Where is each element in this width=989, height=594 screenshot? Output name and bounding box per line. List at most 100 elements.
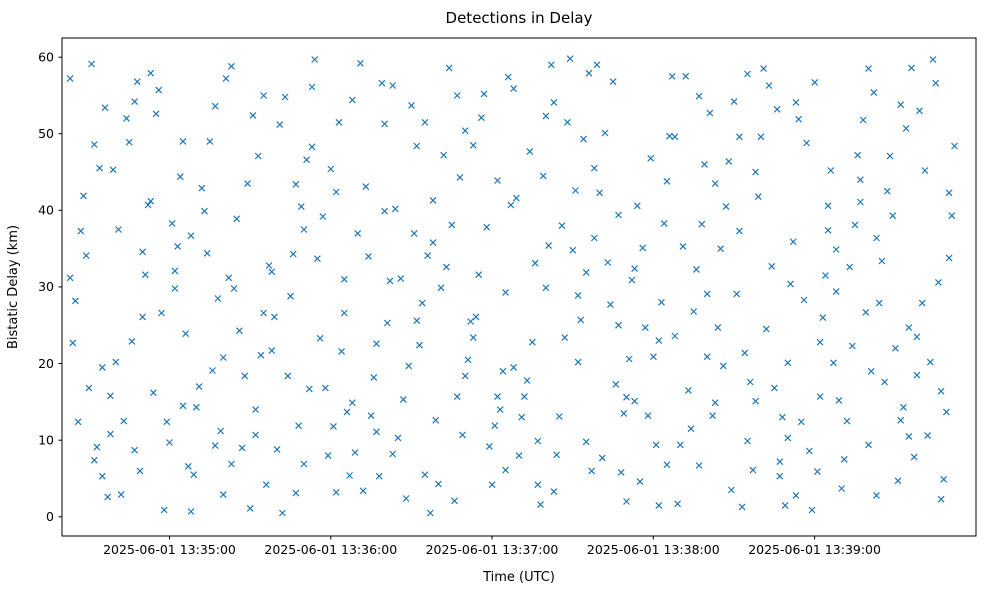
scatter-point-marker <box>225 274 233 282</box>
scatter-point-marker <box>840 455 848 463</box>
scatter-point-marker <box>163 418 171 426</box>
scatter-point-marker <box>402 495 410 502</box>
scatter-point-marker <box>300 460 308 468</box>
scatter-point-marker <box>252 431 260 439</box>
scatter-point-marker <box>93 443 101 451</box>
scatter-point-marker <box>144 201 152 209</box>
scatter-point-marker <box>558 222 566 230</box>
scatter-point-marker <box>480 90 488 98</box>
scatter-point-marker <box>566 55 574 63</box>
scatter-point-marker <box>528 338 536 346</box>
scatter-point-marker <box>889 212 897 220</box>
scatter-point-marker <box>910 453 918 461</box>
scatter-point-marker <box>582 438 590 446</box>
scatter-point-marker <box>730 98 738 106</box>
scatter-point-marker <box>636 478 644 486</box>
scatter-point-marker <box>843 417 851 425</box>
scatter-point-marker <box>617 468 625 476</box>
scatter-point-marker <box>951 142 958 150</box>
scatter-point-marker <box>574 358 582 366</box>
scatter-point-marker <box>375 472 383 480</box>
scatter-point-marker <box>792 98 800 106</box>
scatter-point-marker <box>913 371 921 379</box>
scatter-point-marker <box>838 485 846 492</box>
scatter-point-marker <box>682 72 690 80</box>
scatter-point-marker <box>555 413 563 420</box>
scatter-point-marker <box>701 160 708 168</box>
scatter-point-marker <box>278 509 286 517</box>
scatter-point-marker <box>574 291 582 299</box>
scatter-point-marker <box>805 447 813 455</box>
scatter-point-marker <box>440 151 448 159</box>
scatter-point-marker <box>106 430 114 438</box>
y-tick-label: 40 <box>38 203 54 218</box>
scatter-point-marker <box>666 132 673 140</box>
scatter-point-marker <box>69 339 77 347</box>
scatter-point-marker <box>518 413 526 421</box>
scatter-point-marker <box>542 112 550 120</box>
scatter-point-marker <box>246 504 254 512</box>
scatter-point-marker <box>106 392 114 400</box>
scatter-point-marker <box>865 65 872 73</box>
scatter-point-marker <box>598 454 606 462</box>
scatter-point-marker <box>676 441 684 449</box>
scatter-point-marker <box>351 449 359 456</box>
scatter-point-marker <box>744 437 751 445</box>
scatter-point-marker <box>542 284 550 292</box>
scatter-point-marker <box>590 164 598 172</box>
scatter-point-marker <box>773 105 781 113</box>
scatter-point-marker <box>485 442 493 450</box>
scatter-point-marker <box>727 486 735 494</box>
scatter-point-marker <box>510 363 518 371</box>
scatter-point-marker <box>408 101 415 109</box>
scatter-point-marker <box>744 70 751 78</box>
scatter-point-marker <box>902 124 910 132</box>
scatter-point-marker <box>875 299 883 307</box>
scatter-point-marker <box>644 412 652 420</box>
scatter-point-marker <box>475 271 483 279</box>
scatter-point-marker <box>851 221 859 229</box>
scatter-point-marker <box>284 372 292 380</box>
scatter-point-marker <box>300 226 308 233</box>
scatter-point-marker <box>905 324 913 332</box>
scatter-point-marker <box>98 363 106 371</box>
scatter-point-marker <box>365 252 372 260</box>
scatter-point-marker <box>206 137 214 145</box>
scatter-point-marker <box>171 285 179 292</box>
scatter-point-marker <box>886 152 894 160</box>
scatter-point-marker <box>461 127 469 135</box>
scatter-point-marker <box>244 180 251 188</box>
scatter-point-marker <box>692 265 700 273</box>
scatter-point-marker <box>792 491 800 499</box>
scatter-point-marker <box>856 198 864 206</box>
y-tick-label: 60 <box>38 50 54 65</box>
scatter-point-marker <box>324 452 332 460</box>
scatter-point-marker <box>932 79 940 87</box>
scatter-point-marker <box>534 437 542 445</box>
scatter-point-marker <box>679 242 687 250</box>
scatter-point-marker <box>461 372 469 380</box>
x-axis-label: Time (UTC) <box>482 570 555 585</box>
scatter-point-marker <box>671 133 679 141</box>
scatter-point-marker <box>784 359 792 367</box>
scatter-point-marker <box>582 268 590 276</box>
scatter-point-marker <box>945 254 953 262</box>
scatter-point-marker <box>348 96 356 104</box>
scatter-point-marker <box>585 69 593 77</box>
scatter-point-marker <box>149 389 157 397</box>
scatter-point-marker <box>381 120 389 128</box>
scatter-point-marker <box>502 288 510 296</box>
scatter-point-marker <box>179 402 187 410</box>
scatter-point-marker <box>394 434 402 442</box>
scatter-point-marker <box>367 412 375 420</box>
scatter-point-marker <box>830 359 837 367</box>
scatter-point-marker <box>588 467 596 475</box>
scatter-point-marker <box>448 221 456 229</box>
x-tick-marks <box>169 536 816 540</box>
scatter-point-marker <box>690 308 698 315</box>
scatter-point-marker <box>179 137 187 145</box>
scatter-point-marker <box>846 263 854 271</box>
scatter-point-marker <box>545 242 553 250</box>
y-tick-label: 50 <box>38 126 54 141</box>
scatter-point-marker <box>615 211 622 219</box>
